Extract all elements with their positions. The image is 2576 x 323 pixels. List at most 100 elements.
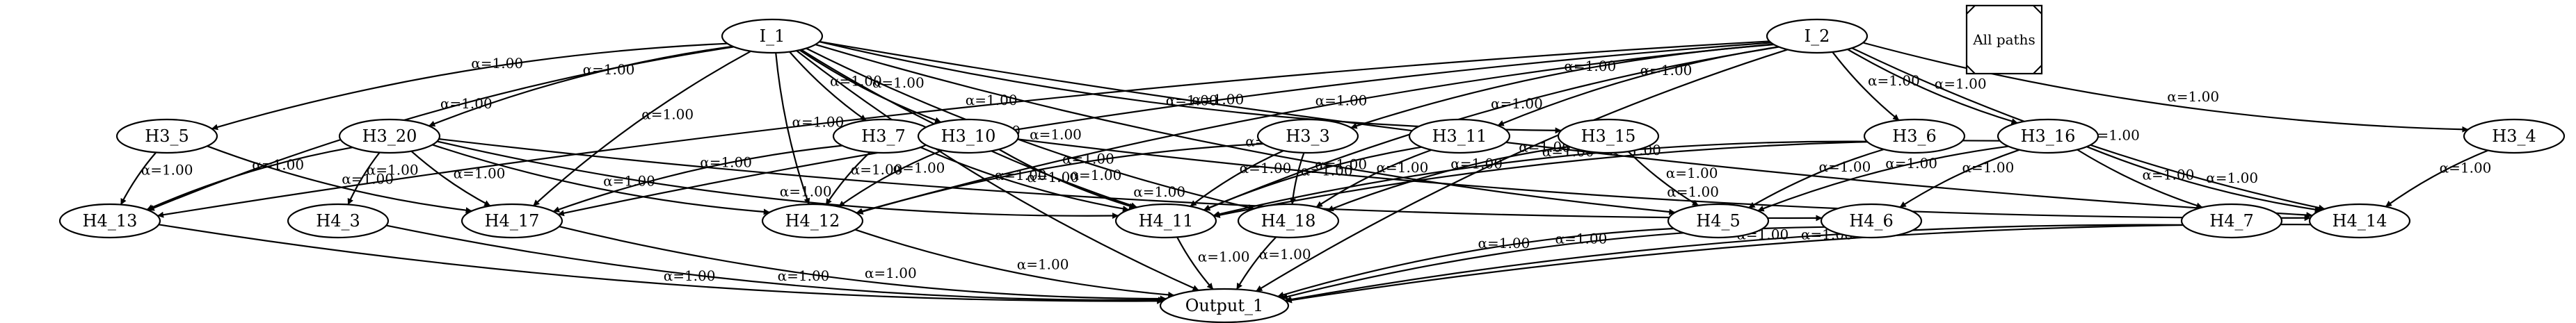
edge-H3_7-to-H4_17 — [552, 144, 842, 213]
node-label: H4_3 — [316, 211, 360, 231]
node-label: H4_14 — [2333, 211, 2387, 231]
node-ellipse — [1237, 203, 1340, 239]
node-I_2: I_2 — [1766, 18, 1869, 54]
node-ellipse — [721, 18, 824, 54]
legend-corner-mark — [1966, 65, 1976, 74]
edge-labels-layer: α=1.00 α=1.00 α=1.00 α=1.00 α=1.00 α=1.00 α=1.… — [141, 55, 2492, 284]
node-ellipse — [1667, 203, 1770, 239]
node-label: H3_10 — [941, 126, 996, 146]
edge-I_1-to-H4_12 — [775, 52, 810, 205]
node-label: Output_1 — [1185, 296, 1264, 315]
node-label: H3_5 — [145, 126, 189, 146]
edge-label-H3_10-to-H4_11: α=1.00 — [1070, 167, 1122, 183]
node-label: H3_6 — [1892, 126, 1936, 146]
node-label: H3_7 — [861, 126, 905, 146]
edge-I_1-to-H3_15 — [819, 41, 1562, 134]
edge-label-H3_16-to-H4_14: α=1.00 — [2206, 169, 2258, 186]
node-H4_18: H4_18 — [1237, 203, 1340, 239]
edge-I_1-to-H4_18 — [806, 47, 1255, 210]
legend-corner-mark — [2033, 5, 2042, 15]
node-ellipse — [287, 203, 390, 239]
node-label: H4_7 — [2209, 211, 2253, 231]
node-H4_12: H4_12 — [761, 203, 864, 239]
edge-label-I_1-to-H3_5: α=1.00 — [471, 55, 523, 72]
edge-H3_4-to-H4_14 — [2385, 149, 2489, 208]
edge-H3_16-to-H4_14 — [2086, 146, 2321, 213]
edge-I_2-to-H3_16 — [1847, 49, 2018, 124]
node-label: H4_18 — [1261, 211, 1316, 231]
edge-H4_18-to-Output_1 — [1235, 236, 1277, 290]
edge-H3_7-to-H4_12 — [825, 151, 871, 206]
legend-label: All paths — [1972, 31, 2035, 48]
edge-H3_10-to-H4_11 — [998, 149, 1136, 209]
edge-label-H3_20-to-H4_17: α=1.00 — [454, 165, 506, 181]
nodes-layer: I_1 I_2 H3_5 H3_20 H3_7 H3_10 H3_3 H3_11 H3_15 H3… — [58, 18, 2566, 323]
node-label: I_2 — [1805, 26, 1830, 46]
edge-I_1-to-H3_5 — [211, 42, 728, 131]
edge-label-I_1-to-H4_18: α=1.00 — [1030, 126, 1082, 142]
edge-label-I_2-to-H3_11: α=1.00 — [1640, 62, 1693, 78]
edge-label-I_2-to-H4_12: α=1.00 — [1315, 92, 1368, 109]
edge-label-H3_3-to-H4_11: α=1.00 — [1240, 160, 1292, 176]
edge-label-I_2-to-H3_16: α=1.00 — [1935, 75, 1987, 92]
edge-label-H4_11-to-Output_1: α=1.00 — [1198, 248, 1250, 265]
edge-I_1-to-H3_10 — [799, 49, 942, 124]
node-ellipse — [2308, 203, 2411, 239]
edge-H4_7-to-Output_1 — [1285, 224, 2184, 303]
node-ellipse — [1863, 118, 1966, 154]
edge-label-H4_13-to-Output_1: α=1.00 — [664, 267, 716, 284]
node-H4_14: H4_14 — [2308, 203, 2411, 239]
node-H3_5: H3_5 — [115, 118, 218, 154]
edge-label-I_1-to-H3_20: α=1.00 — [583, 61, 635, 78]
node-ellipse — [461, 203, 563, 239]
node-ellipse — [1114, 203, 1217, 239]
node-Output_1: Output_1 — [1159, 288, 1290, 323]
edge-H4_3-to-Output_1 — [385, 224, 1165, 304]
node-H3_20: H3_20 — [338, 118, 441, 154]
edge-label-H3_6-to-H4_5: α=1.00 — [1819, 158, 1871, 175]
legend-corner-mark — [2033, 65, 2042, 74]
edge-I_1-to-H4_17 — [532, 50, 751, 207]
edge-I_2-to-H3_3 — [1350, 44, 1775, 129]
node-label: H4_11 — [1139, 211, 1194, 231]
edge-label-H3_20-to-H4_12: α=1.00 — [603, 173, 655, 190]
node-H3_10: H3_10 — [917, 118, 1020, 154]
edge-H3_7-to-H4_11 — [920, 147, 1129, 212]
edge-H3_10-to-H4_14 — [1017, 138, 2311, 222]
edge-label-H3_4-to-H4_14: α=1.00 — [2440, 160, 2492, 176]
edge-H3_20-to-H4_12 — [432, 144, 770, 215]
node-H4_3: H4_3 — [287, 203, 390, 239]
edge-I_2-to-H3_4 — [1862, 42, 2469, 133]
edge-H3_20-to-H4_17 — [410, 150, 491, 207]
edge-H4_11-to-Output_1 — [1176, 236, 1214, 290]
edge-label-I_1-to-H3_7: α=1.00 — [830, 72, 882, 89]
edge-H3_3-to-H4_18 — [1289, 152, 1305, 205]
edge-H3_6-to-H4_5 — [1748, 148, 1885, 208]
edge-label-H3_7-to-H4_17: α=1.00 — [700, 154, 752, 171]
edge-label-I_2-to-H3_6: α=1.00 — [1868, 72, 1920, 89]
edge-I_2-to-H4_13 — [157, 40, 1770, 218]
edge-label-H3_20-to-H4_13: α=1.00 — [252, 156, 304, 173]
edge-label-I_1-to-Output_1: α=1.00 — [995, 167, 1047, 183]
edge-label-H4_3-to-Output_1: α=1.00 — [778, 267, 830, 284]
legend: All paths — [1965, 4, 2043, 75]
node-label: H4_13 — [83, 211, 138, 231]
node-I_1: I_1 — [721, 18, 824, 54]
node-ellipse — [1997, 118, 2099, 154]
node-H3_6: H3_6 — [1863, 118, 1966, 154]
edge-H3_3-to-H4_11 — [1190, 149, 1284, 207]
node-ellipse — [1159, 288, 1290, 323]
node-ellipse — [2180, 203, 2283, 239]
edge-H3_15-to-H4_5 — [1627, 151, 1699, 206]
edge-H3_20-to-H4_13 — [146, 147, 353, 210]
edge-label-I_2-to-H4_11: α=1.00 — [1491, 95, 1543, 112]
edge-label-I_2-to-H4_17: α=1.00 — [1166, 92, 1218, 108]
edge-label-H3_7-to-H4_12: α=1.00 — [851, 161, 903, 178]
node-H3_15: H3_15 — [1557, 118, 1660, 154]
edge-label-H3_15-to-H4_5: α=1.00 — [1666, 165, 1718, 181]
edge-label-H3_5-to-H4_17: α=1.00 — [342, 170, 394, 187]
node-H4_5: H4_5 — [1667, 203, 1770, 239]
edge-label-H4_18-to-Output_1: α=1.00 — [1259, 246, 1311, 263]
node-ellipse — [1766, 18, 1869, 54]
edge-I_1-to-H4_5 — [815, 44, 1676, 215]
